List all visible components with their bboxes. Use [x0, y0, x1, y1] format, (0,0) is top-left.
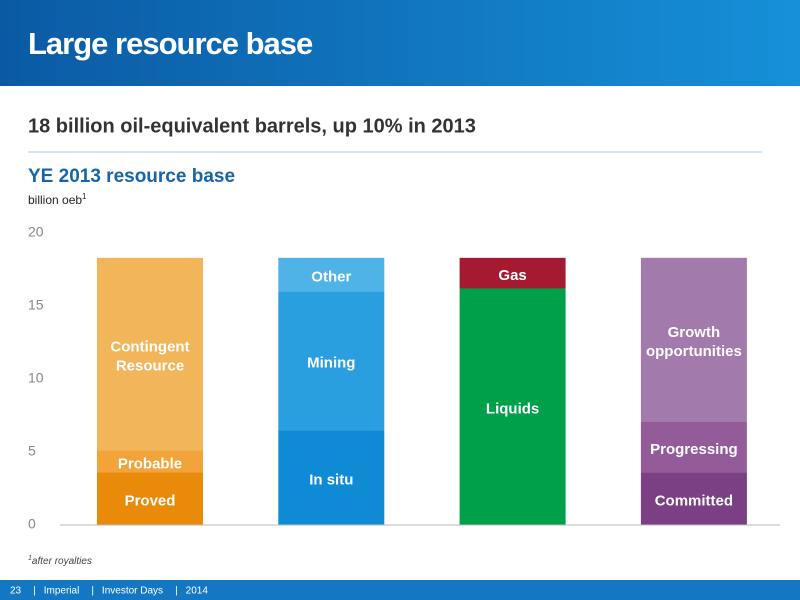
- unit-marker: 1: [82, 192, 87, 201]
- bar-segment: [97, 450, 203, 473]
- segment-label: Probable: [118, 455, 182, 472]
- segment-label: Proved: [125, 493, 176, 510]
- segment-label: opportunities: [646, 343, 742, 360]
- bar-segment: [640, 472, 747, 525]
- segment-label: In situ: [309, 472, 353, 489]
- footer-item: Investor Days: [102, 586, 163, 597]
- segment-label: Growth: [668, 324, 721, 341]
- slide-title: Large resource base: [28, 26, 313, 61]
- bar-segment: [278, 291, 385, 431]
- footer-separator: |: [33, 586, 36, 597]
- bar-segment: [459, 257, 566, 289]
- bar-segment: [97, 472, 203, 525]
- segment-label: Contingent: [110, 339, 189, 356]
- chart: 0 5 10 15 20 Proved Probable Contingent Resource…: [28, 224, 780, 532]
- y-tick-label: 0: [28, 516, 36, 532]
- bar-segment: [278, 257, 385, 292]
- footer: 23 | Imperial | Investor Days | 2014: [10, 586, 208, 597]
- segment-label: Other: [311, 269, 351, 286]
- footer-item: 2014: [186, 586, 209, 597]
- footer-separator: |: [175, 586, 178, 597]
- header-band: [0, 0, 800, 86]
- unit-label: billion oeb1: [28, 192, 87, 207]
- footnote-text: after royalties: [32, 556, 92, 567]
- y-tick-label: 10: [28, 370, 44, 386]
- segment-label: Liquids: [486, 401, 539, 418]
- segment-label: Mining: [307, 355, 355, 372]
- footer-separator: |: [91, 586, 94, 597]
- chart-title: YE 2013 resource base: [28, 166, 235, 187]
- y-tick-label: 5: [28, 443, 36, 459]
- bar-segment: [97, 257, 203, 451]
- segment-label: Progressing: [650, 441, 738, 458]
- unit-text: billion oeb: [28, 193, 82, 207]
- bar-segment: [640, 257, 747, 422]
- segment-label: Gas: [498, 267, 526, 284]
- footnote: 1after royalties: [28, 555, 92, 567]
- segment-label: Committed: [655, 493, 733, 510]
- segment-label: Resource: [116, 358, 184, 375]
- bar-segment: [459, 288, 566, 525]
- bar-segment: [640, 421, 747, 473]
- subtitle: 18 billion oil-equivalent barrels, up 10…: [28, 115, 476, 137]
- footer-item: 23: [10, 586, 22, 597]
- footnote-marker: 1: [28, 555, 32, 562]
- footer-band: [0, 580, 800, 600]
- y-tick-label: 20: [28, 224, 44, 240]
- footer-item: Imperial: [44, 586, 80, 597]
- bar-segment: [278, 430, 385, 525]
- y-tick-label: 15: [28, 297, 44, 313]
